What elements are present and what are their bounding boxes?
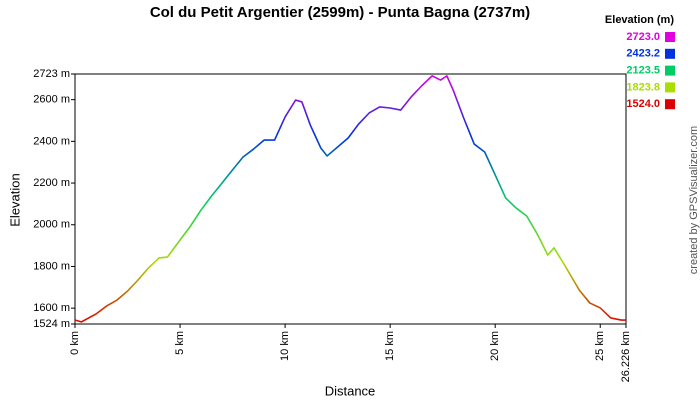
elevation-line	[74, 75, 626, 323]
x-tick-label: 15 km	[384, 331, 396, 361]
plot-frame	[74, 73, 627, 325]
legend-swatch	[665, 82, 675, 93]
legend-label: 2423.2	[626, 48, 660, 60]
y-tick-label: 1600 m	[33, 302, 70, 314]
y-tick-label: 2400 m	[33, 135, 70, 147]
credit: created by GPSVisualizer.com	[688, 126, 700, 274]
legend-swatch	[665, 99, 675, 110]
legend-swatch	[665, 65, 675, 76]
x-tick-label: 10 km	[279, 331, 291, 361]
y-tick-label: 2200 m	[33, 177, 70, 189]
x-axis-label: Distance	[325, 383, 376, 398]
x-tick-label: 20 km	[489, 331, 501, 361]
legend-swatch	[665, 32, 675, 42]
legend-label: 2123.5	[626, 65, 660, 77]
x-tick-label: 0 km	[69, 331, 81, 355]
legend-title: Elevation (m)	[605, 14, 674, 26]
legend-label: 1823.8	[626, 81, 660, 93]
y-tick-label: 2000 m	[33, 219, 70, 231]
chart-title: Col du Petit Argentier (2599m) - Punta B…	[150, 4, 530, 21]
y-axis-label: Elevation	[7, 173, 22, 226]
legend-swatch	[665, 48, 675, 59]
x-tick-label: 25 km	[594, 331, 606, 361]
y-tick-label: 1524 m	[33, 318, 70, 330]
x-tick-label: 5 km	[174, 331, 186, 355]
legend-label: 2723.0	[626, 31, 660, 43]
y-tick-label: 1800 m	[33, 260, 70, 272]
legend-label: 1524.0	[626, 98, 660, 110]
y-tick-label: 2600 m	[33, 94, 70, 106]
y-tick-label: 2723 m	[33, 68, 70, 80]
x-tick-label: 26.226 km	[620, 331, 632, 382]
